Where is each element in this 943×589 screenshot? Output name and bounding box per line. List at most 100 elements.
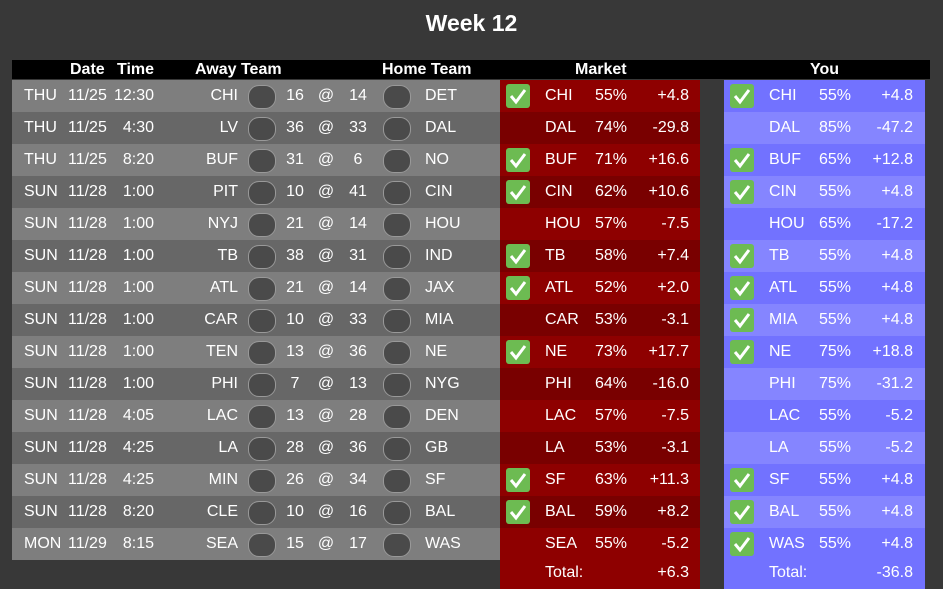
team-logo: [248, 181, 276, 205]
home-team: NE: [425, 343, 448, 360]
team-logo: [383, 341, 411, 365]
at: @: [317, 471, 335, 488]
home-score: 14: [349, 279, 367, 296]
away-team: ATL: [209, 279, 238, 296]
market-total-value: +6.3: [657, 564, 689, 581]
check-icon: [730, 276, 754, 300]
you-pick: TB: [769, 247, 790, 264]
market-pick: ATL: [545, 279, 574, 296]
team-logo: [383, 469, 411, 493]
market-pct: 71%: [594, 151, 627, 168]
you-bg: [724, 304, 925, 336]
you-pct: 75%: [818, 375, 851, 392]
header-bar: [12, 60, 930, 79]
date: 11/25: [68, 119, 107, 136]
home-score: 14: [349, 215, 367, 232]
you-bg: [724, 208, 925, 240]
team-logo: [248, 437, 276, 461]
market-pct: 57%: [594, 407, 627, 424]
day: SUN: [24, 471, 58, 488]
market-total-label: Total:: [545, 564, 584, 581]
home-team: CIN: [425, 183, 453, 200]
day: SUN: [24, 183, 58, 200]
away-team: MIN: [208, 471, 238, 488]
you-pct: 55%: [818, 311, 851, 328]
home-team: IND: [425, 247, 453, 264]
check-box: [730, 532, 754, 556]
check-icon: [730, 340, 754, 364]
check-box: [730, 84, 754, 108]
check-box: [506, 276, 530, 300]
check-icon: [730, 500, 754, 524]
market-value: -3.1: [661, 311, 689, 328]
check-box: [730, 468, 754, 492]
home-team: HOU: [425, 215, 461, 232]
market-bg: [500, 336, 700, 368]
market-pick: LAC: [545, 407, 577, 424]
time: 1:00: [122, 279, 154, 296]
time: 1:00: [122, 215, 154, 232]
day: SUN: [24, 279, 58, 296]
you-bg: [724, 144, 925, 176]
team-logo: [383, 117, 411, 141]
team-logo: [248, 117, 276, 141]
you-value: +4.8: [881, 311, 913, 328]
you-bg: [724, 528, 925, 560]
you-pick: BAL: [769, 503, 800, 520]
team-logo: [248, 85, 276, 109]
away-team: LA: [218, 439, 238, 456]
away-team: LAC: [206, 407, 238, 424]
team-logo: [383, 373, 411, 397]
home-score: 34: [349, 471, 367, 488]
team-logo: [383, 309, 411, 333]
date: 11/28: [68, 183, 107, 200]
day: MON: [24, 535, 62, 552]
check-box: [730, 276, 754, 300]
market-pct: 53%: [594, 439, 627, 456]
at: @: [317, 535, 335, 552]
check-icon: [730, 180, 754, 204]
you-bg: [724, 336, 925, 368]
home-score: 6: [353, 151, 363, 168]
check-icon: [506, 84, 530, 108]
you-value: -5.2: [885, 407, 913, 424]
you-total-label: Total:: [769, 564, 808, 581]
time: 4:05: [122, 407, 154, 424]
team-logo: [383, 277, 411, 301]
at: @: [317, 311, 335, 328]
time: 8:15: [122, 535, 154, 552]
team-logo: [248, 341, 276, 365]
you-bg: [724, 272, 925, 304]
home-score: 31: [349, 247, 367, 264]
at: @: [317, 119, 335, 136]
away-score: 10: [286, 183, 304, 200]
team-logo: [383, 501, 411, 525]
date: 11/28: [68, 215, 107, 232]
time: 8:20: [122, 151, 154, 168]
team-logo: [383, 85, 411, 109]
market-pct: 55%: [594, 535, 627, 552]
team-logo: [383, 245, 411, 269]
check-icon: [506, 244, 530, 268]
home-team: DAL: [425, 119, 457, 136]
date: 11/28: [68, 439, 107, 456]
away-team: NYJ: [207, 215, 238, 232]
away-team: CAR: [204, 311, 238, 328]
you-pct: 85%: [818, 119, 851, 136]
market-bg: [500, 144, 700, 176]
you-bg: [724, 496, 925, 528]
date: 11/28: [68, 247, 107, 264]
check-box: [730, 180, 754, 204]
market-pct: 53%: [594, 311, 627, 328]
market-pick: DAL: [545, 119, 577, 136]
team-logo: [383, 181, 411, 205]
market-value: +7.4: [657, 247, 689, 264]
market-bg: [500, 432, 700, 464]
market-value: -5.2: [661, 535, 689, 552]
team-logo: [383, 533, 411, 557]
market-bg: [500, 176, 700, 208]
away-team: TEN: [206, 343, 238, 360]
market-value: -16.0: [652, 375, 689, 392]
time: 8:20: [122, 503, 154, 520]
away-score: 36: [286, 119, 304, 136]
